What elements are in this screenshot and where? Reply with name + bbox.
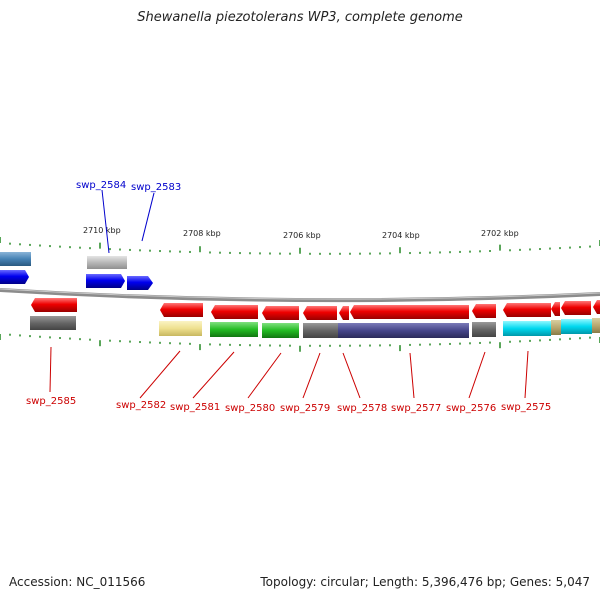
gene-label-swp_2578[interactable]: swp_2578	[337, 403, 387, 414]
gene-label-swp_2584[interactable]: swp_2584	[76, 180, 126, 191]
gene-label-swp_2583[interactable]: swp_2583	[131, 182, 181, 193]
feature-swp_2578-purple[interactable]	[338, 323, 350, 338]
gene-arrow-reverse-right-edge[interactable]	[593, 300, 600, 314]
gene-label-swp_2577[interactable]: swp_2577	[391, 403, 441, 414]
feature-swp_2575-cyan[interactable]	[503, 321, 551, 336]
feature-swp_2579-gray[interactable]	[303, 323, 338, 338]
gene-arrow-swp_2577[interactable]	[350, 305, 469, 319]
feature-swp_2580-green[interactable]	[262, 323, 299, 338]
scale-label-2704: 2704 kbp	[382, 231, 420, 240]
scale-label-2706: 2706 kbp	[283, 231, 321, 240]
feature-swp_2576-gray[interactable]	[472, 322, 496, 337]
feature-swp_2577-purple[interactable]	[350, 323, 469, 338]
topology-summary: Topology: circular; Length: 5,396,476 bp…	[260, 575, 590, 589]
gene-arrow-swp_2580[interactable]	[262, 306, 299, 320]
gene-arrow-reverse-small[interactable]	[551, 302, 560, 316]
feature-swp_2584-light[interactable]	[87, 256, 127, 269]
gene-label-swp_2582[interactable]: swp_2582	[116, 400, 166, 411]
feature-cyan-right[interactable]	[561, 319, 592, 334]
gene-label-swp_2579[interactable]: swp_2579	[280, 403, 330, 414]
gene-arrow-swp_2582[interactable]	[160, 303, 203, 317]
genome-backbone-highlight	[0, 288, 600, 300]
tick-row-upper	[0, 237, 600, 255]
feature-steelblue[interactable]	[0, 252, 31, 266]
scale-label-2710: 2710 kbp	[83, 226, 121, 235]
tick-row-lower	[0, 333, 600, 352]
feature-tan-right-edge[interactable]	[592, 318, 600, 333]
gene-arrow-forward-left-edge[interactable]	[0, 270, 29, 284]
gene-arrow-swp_2578[interactable]	[339, 306, 349, 320]
feature-swp_2585-gray[interactable]	[30, 316, 76, 330]
gene-label-swp_2575[interactable]: swp_2575	[501, 402, 551, 413]
map-title: Shewanella piezotolerans WP3, complete g…	[137, 10, 463, 25]
gene-arrow-swp_2576[interactable]	[472, 304, 496, 318]
genome-backbone	[0, 288, 600, 303]
gene-label-swp_2580[interactable]: swp_2580	[225, 403, 275, 414]
gene-arrow-swp_2584[interactable]	[86, 274, 125, 288]
feature-swp_2582-yellow[interactable]	[159, 321, 202, 336]
gene-arrow-swp_2579[interactable]	[303, 306, 337, 320]
gene-label-swp_2585[interactable]: swp_2585	[26, 396, 76, 407]
leader-lines	[49, 189, 529, 399]
gene-arrow-swp_2583[interactable]	[127, 276, 153, 290]
gene-arrow-reverse-right[interactable]	[561, 301, 591, 315]
scale-label-2708: 2708 kbp	[183, 229, 221, 238]
gene-arrow-swp_2585[interactable]	[31, 298, 77, 312]
gene-label-swp_2576[interactable]: swp_2576	[446, 403, 496, 414]
gene-arrow-swp_2575[interactable]	[503, 303, 551, 317]
feature-tan-small[interactable]	[551, 320, 561, 335]
gene-label-swp_2581[interactable]: swp_2581	[170, 402, 220, 413]
accession-text: Accession: NC_011566	[9, 575, 146, 589]
gene-arrow-swp_2581[interactable]	[211, 305, 258, 319]
feature-swp_2581-green[interactable]	[210, 322, 258, 337]
scale-label-2702: 2702 kbp	[481, 229, 519, 238]
